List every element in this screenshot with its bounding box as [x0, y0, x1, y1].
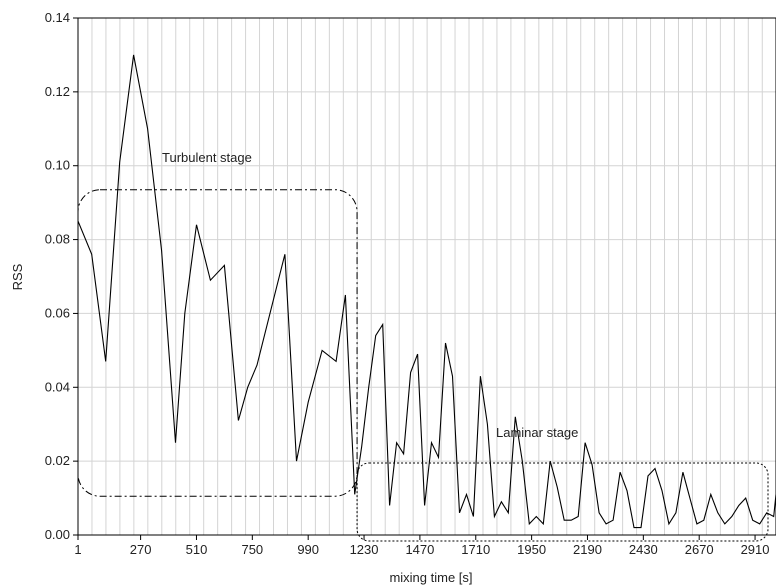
x-tick-label: 270: [130, 542, 152, 557]
x-tick-label: 1950: [517, 542, 546, 557]
x-tick-label: 990: [297, 542, 319, 557]
laminar-stage-box: [356, 462, 769, 542]
x-tick-label: 1: [74, 542, 81, 557]
axis-ticks: [73, 17, 756, 540]
x-tick-label: 1710: [461, 542, 490, 557]
x-tick-label: 2670: [685, 542, 714, 557]
plot-frame: [77, 17, 776, 536]
y-tick-label: 0.02: [45, 453, 70, 468]
y-tick-label: 0.04: [45, 379, 70, 394]
y-tick-label: 0.08: [45, 232, 70, 247]
x-tick-labels: 1 270 510 750 990 1230 1470 1710 1950 2190 2430 267…: [74, 542, 769, 557]
y-tick-label: 0.10: [45, 158, 70, 173]
x-tick-label: 1470: [405, 542, 434, 557]
y-tick-label: 0.14: [45, 10, 70, 25]
x-tick-label: 2910: [741, 542, 770, 557]
x-tick-label: 750: [241, 542, 263, 557]
y-axis-title: RSS: [10, 263, 25, 290]
y-tick-label: 0.06: [45, 305, 70, 320]
x-tick-label: 1230: [350, 542, 379, 557]
x-tick-label: 2430: [629, 542, 658, 557]
stage-regions: [77, 189, 769, 542]
grid: [78, 18, 776, 535]
rss-series-line: [77, 54, 776, 529]
x-axis-title: mixing time [s]: [389, 570, 472, 585]
turbulent-stage-label: Turbulent stage: [162, 150, 252, 165]
y-tick-labels: 0.00 0.02 0.04 0.06 0.08 0.10 0.12 0.14: [45, 10, 70, 542]
x-tick-label: 510: [186, 542, 208, 557]
turbulent-stage-box: [77, 189, 358, 497]
y-tick-label: 0.00: [45, 527, 70, 542]
laminar-stage-label: Laminar stage: [496, 425, 578, 440]
x-tick-label: 2190: [573, 542, 602, 557]
y-tick-label: 0.12: [45, 84, 70, 99]
